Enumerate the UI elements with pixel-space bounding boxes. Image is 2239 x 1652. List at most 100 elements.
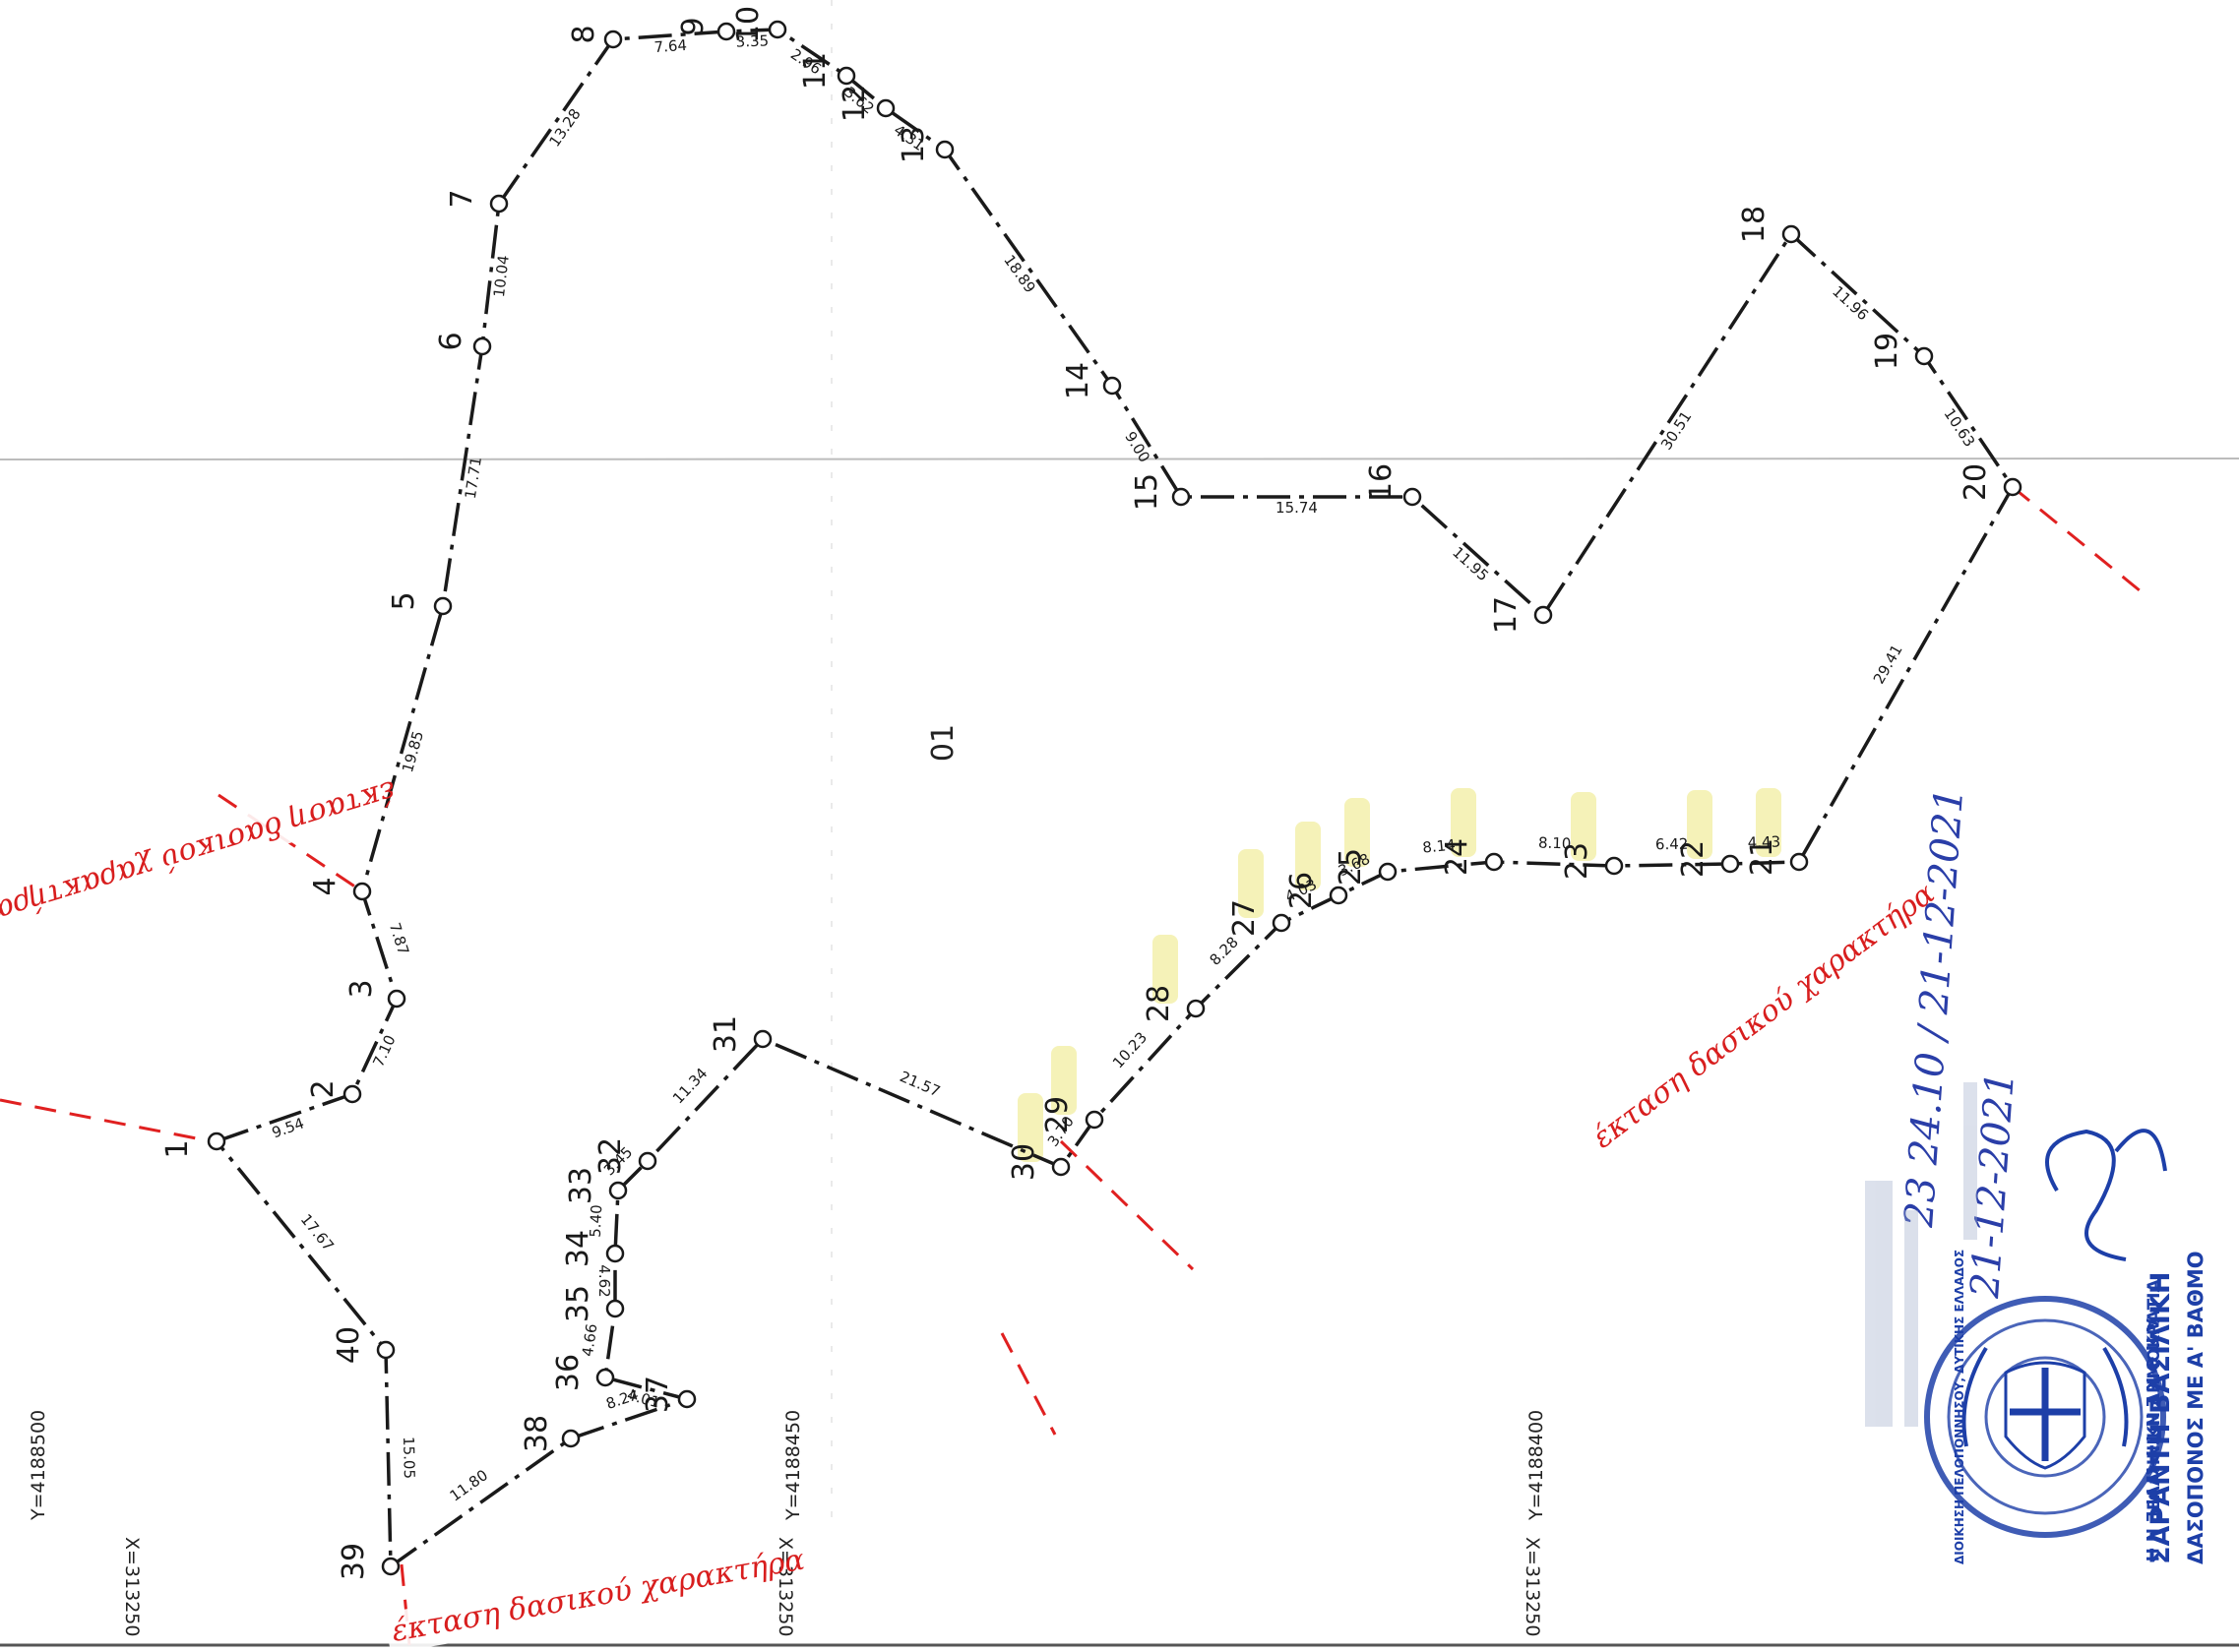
point-label-34: 34 bbox=[561, 1230, 595, 1267]
point-marker-40 bbox=[376, 1340, 396, 1360]
forest-boundary-lines bbox=[0, 485, 2146, 1646]
point-marker-18 bbox=[1781, 224, 1801, 244]
point-label-30: 30 bbox=[1007, 1143, 1041, 1181]
point-marker-26 bbox=[1329, 886, 1348, 905]
point-label-23: 23 bbox=[1560, 842, 1594, 880]
point-label-13: 13 bbox=[897, 126, 931, 163]
point-marker-6 bbox=[472, 337, 492, 356]
segment-length-35-36: 4.66 bbox=[579, 1322, 601, 1358]
point-label-16: 16 bbox=[1364, 463, 1399, 501]
forest-boundary-left-upper bbox=[218, 793, 363, 893]
point-label-26: 26 bbox=[1284, 872, 1319, 909]
point-label-27: 27 bbox=[1227, 899, 1262, 937]
segment-length-23-24: 8.10 bbox=[1538, 833, 1572, 852]
point-label-18: 18 bbox=[1737, 206, 1772, 243]
point-label-39: 39 bbox=[337, 1543, 371, 1580]
forest-boundary-right bbox=[2012, 485, 2146, 597]
point-marker-32 bbox=[638, 1151, 657, 1171]
point-label-33: 33 bbox=[564, 1167, 598, 1204]
segment-length-4-5: 19.85 bbox=[399, 729, 427, 774]
grid-coordinate-labels: Y=4188500 Y=4188450 Y=4188400 X=313250 X… bbox=[28, 1410, 1547, 1637]
segment-length-30-31: 21.57 bbox=[897, 1068, 943, 1100]
point-label-11: 11 bbox=[798, 52, 833, 90]
point-marker-14 bbox=[1102, 376, 1122, 396]
highlight-mark-28 bbox=[1152, 935, 1178, 1004]
point-label-10: 10 bbox=[731, 6, 766, 43]
point-marker-7 bbox=[489, 194, 509, 214]
forest-label-right: έκταση δασικού χαρακτήρα bbox=[1586, 877, 1942, 1156]
point-label-25: 25 bbox=[1334, 848, 1368, 886]
x-coordinate-label-3: X=313250 bbox=[1522, 1537, 1543, 1636]
segment-length-39-40: 15.05 bbox=[400, 1437, 418, 1479]
point-label-9: 9 bbox=[676, 17, 711, 35]
point-marker-10 bbox=[768, 20, 787, 39]
point-label-14: 14 bbox=[1061, 362, 1095, 399]
point-label-29: 29 bbox=[1040, 1096, 1075, 1133]
highlight-mark-30 bbox=[1018, 1093, 1043, 1162]
segment-length-22-23: 6.42 bbox=[1655, 835, 1689, 854]
x-coordinate-label-1: X=313250 bbox=[121, 1537, 143, 1636]
point-label-8: 8 bbox=[567, 25, 601, 43]
point-label-35: 35 bbox=[561, 1285, 595, 1322]
point-marker-38 bbox=[561, 1429, 581, 1448]
signature bbox=[2045, 1129, 2167, 1261]
segment-length-28-29: 10.23 bbox=[1109, 1028, 1151, 1071]
point-marker-24 bbox=[1484, 852, 1504, 872]
parcel-boundary bbox=[215, 28, 2015, 1568]
point-label-36: 36 bbox=[551, 1354, 586, 1391]
segment-length-24-25: 8.14 bbox=[1422, 836, 1457, 857]
segment-length-9-10: 3.35 bbox=[735, 31, 769, 50]
point-marker-11 bbox=[837, 66, 856, 86]
highlight-mark-23 bbox=[1571, 792, 1596, 861]
highlight-mark-22 bbox=[1687, 790, 1712, 859]
point-label-6: 6 bbox=[434, 332, 468, 350]
segment-length-34-35: 4.62 bbox=[595, 1264, 613, 1297]
point-marker-37 bbox=[677, 1389, 697, 1409]
point-label-38: 38 bbox=[520, 1415, 554, 1452]
point-marker-36 bbox=[595, 1368, 615, 1387]
point-marker-17 bbox=[1533, 605, 1553, 625]
point-marker-3 bbox=[387, 989, 406, 1009]
point-marker-19 bbox=[1914, 346, 1934, 366]
point-marker-23 bbox=[1604, 856, 1624, 876]
forest-boundary-bottom bbox=[1000, 1332, 1057, 1436]
point-label-17: 17 bbox=[1489, 596, 1524, 634]
point-marker-27 bbox=[1272, 913, 1291, 933]
highlight-mark-26 bbox=[1295, 822, 1321, 890]
point-label-1: 1 bbox=[160, 1139, 195, 1158]
segment-length-1-2: 9.54 bbox=[270, 1114, 306, 1141]
point-marker-35 bbox=[605, 1299, 625, 1318]
point-label-40: 40 bbox=[332, 1326, 366, 1364]
segment-length-3-4: 7.87 bbox=[386, 920, 412, 956]
point-marker-29 bbox=[1085, 1110, 1104, 1130]
point-marker-16 bbox=[1402, 487, 1422, 507]
forest-boundary-left-lower bbox=[0, 1098, 213, 1143]
point-label-12: 12 bbox=[838, 85, 872, 122]
faded-stamp-text bbox=[1865, 1082, 1977, 1427]
point-marker-20 bbox=[2003, 477, 2022, 497]
segment-length-13-14: 18.89 bbox=[1000, 252, 1039, 296]
point-label-37: 37 bbox=[641, 1376, 675, 1413]
point-label-5: 5 bbox=[387, 591, 421, 610]
point-marker-9 bbox=[716, 22, 736, 41]
point-marker-25 bbox=[1378, 862, 1398, 882]
segment-length-15-16: 15.74 bbox=[1275, 499, 1318, 517]
point-marker-1 bbox=[207, 1132, 226, 1151]
point-marker-28 bbox=[1186, 999, 1206, 1018]
point-marker-39 bbox=[381, 1557, 401, 1576]
stamp-title: ΔΑΣΟΠΟΝΟΣ ΜΕ Α' ΒΑΘΜΟ bbox=[2184, 1251, 2208, 1564]
point-label-19: 19 bbox=[1870, 333, 1904, 370]
point-label-21: 21 bbox=[1745, 838, 1779, 876]
point-marker-30 bbox=[1051, 1157, 1071, 1177]
stamp-name: ΣΑΡΑΝΤΗ ΒΑΣΙΛΙΚΗ bbox=[2146, 1272, 2176, 1564]
seal-ring-bottom: ΕΛΛΗΝΙΚΗ ΔΗΜΟΚΡΑΤΙΑ bbox=[2145, 1279, 2164, 1510]
point-label-22: 22 bbox=[1676, 840, 1710, 878]
point-marker-2 bbox=[342, 1084, 362, 1104]
point-marker-31 bbox=[753, 1029, 773, 1049]
x-coordinate-label-2: X=313250 bbox=[775, 1537, 796, 1636]
point-label-20: 20 bbox=[1959, 463, 1993, 501]
forest-label-bottom: έκταση δασικού χαρακτήρα bbox=[389, 1543, 807, 1649]
parcel-label: 01 bbox=[926, 724, 961, 762]
